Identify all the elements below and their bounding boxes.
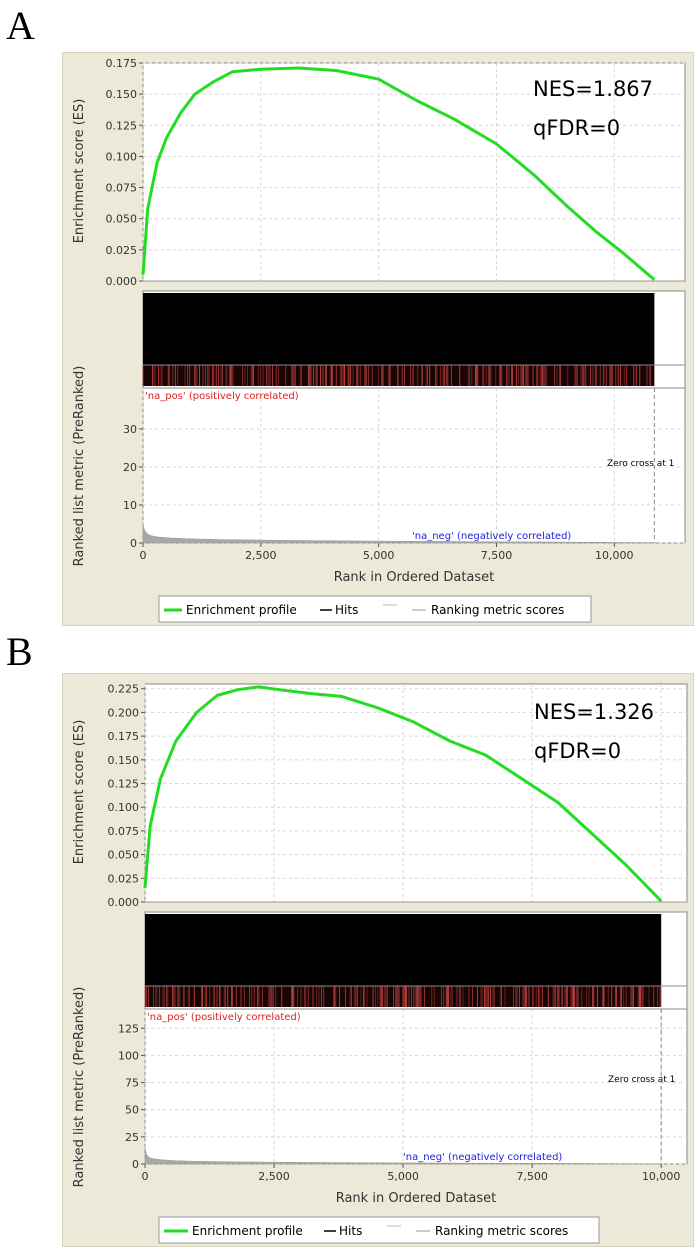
es-tick-label: 0.050 bbox=[108, 849, 140, 862]
x-tick-label: 10,000 bbox=[642, 1170, 681, 1183]
metric-plot-area bbox=[142, 387, 686, 544]
legend-enrichment-label: Enrichment profile bbox=[192, 1224, 303, 1238]
zero-cross-label: Zero cross at 1 bbox=[607, 459, 674, 469]
es-tick-label: 0.075 bbox=[108, 825, 140, 838]
gsea-chart-b: 0.000 0.025 0.050 0.075 0.100 0.125 0.150 0.175… bbox=[72, 683, 688, 1244]
es-axis-label: Enrichment score (ES) bbox=[72, 99, 87, 244]
x-axis-label: Rank in Ordered Dataset bbox=[334, 570, 495, 585]
x-tick-label: 7,500 bbox=[516, 1170, 548, 1183]
es-tick-label: 0.200 bbox=[108, 706, 140, 719]
legend: Enrichment profile Hits Ranking metric s… bbox=[158, 1216, 600, 1244]
x-tick-label: 5,000 bbox=[363, 549, 395, 562]
ranking-metric-area bbox=[142, 523, 655, 544]
es-tick-label: 0.225 bbox=[108, 683, 140, 696]
es-tick-label: 0.175 bbox=[108, 730, 140, 743]
metric-tick-label: 0 bbox=[132, 1158, 139, 1171]
correlation-strip bbox=[144, 986, 662, 1007]
metric-tick-label: 100 bbox=[118, 1049, 139, 1062]
hits-block bbox=[143, 293, 655, 365]
metric-plot-area bbox=[144, 1008, 688, 1165]
x-tick-label: 0 bbox=[142, 1170, 149, 1183]
legend: Enrichment profile Hits Ranking metric s… bbox=[158, 595, 592, 623]
legend-hits-label: Hits bbox=[339, 1224, 362, 1238]
negative-correlation-label: 'na_neg' (negatively correlated) bbox=[403, 1152, 562, 1163]
es-tick-label: 0.150 bbox=[108, 754, 140, 767]
es-plot-area bbox=[144, 683, 688, 903]
metric-tick-label: 75 bbox=[125, 1077, 139, 1090]
metric-tick-label: 0 bbox=[130, 537, 137, 550]
es-tick-label: 0.075 bbox=[106, 182, 138, 195]
es-tick-label: 0.150 bbox=[106, 88, 138, 101]
legend-enrichment-label: Enrichment profile bbox=[186, 603, 297, 617]
enrichment-profile-line bbox=[141, 66, 656, 281]
es-tick-label: 0.025 bbox=[106, 244, 138, 257]
metric-tick-label: 20 bbox=[123, 461, 137, 474]
es-tick-label: 0.000 bbox=[108, 896, 140, 909]
es-tick-label: 0.025 bbox=[108, 872, 140, 885]
nes-value: NES=1.326 bbox=[534, 700, 654, 724]
qfdr-value: qFDR=0 bbox=[533, 116, 620, 140]
es-tick-label: 0.000 bbox=[106, 275, 138, 288]
x-axis-label: Rank in Ordered Dataset bbox=[336, 1191, 497, 1206]
metric-tick-label: 30 bbox=[123, 423, 137, 436]
positive-correlation-label: 'na_pos' (positively correlated) bbox=[145, 391, 299, 402]
x-tick-label: 0 bbox=[140, 549, 147, 562]
legend-metric-label: Ranking metric scores bbox=[431, 603, 564, 617]
nes-value: NES=1.867 bbox=[533, 77, 653, 101]
x-tick-label: 10,000 bbox=[595, 549, 634, 562]
es-tick-label: 0.100 bbox=[108, 801, 140, 814]
x-tick-label: 2,500 bbox=[245, 549, 277, 562]
es-tick-label: 0.175 bbox=[106, 57, 138, 70]
zero-cross-label: Zero cross at 1 bbox=[608, 1075, 675, 1085]
es-tick-label: 0.125 bbox=[106, 119, 138, 132]
panel-letter-a: A bbox=[6, 3, 35, 48]
hits-block bbox=[145, 914, 662, 986]
es-tick-label: 0.050 bbox=[106, 213, 138, 226]
x-tick-label: 2,500 bbox=[258, 1170, 290, 1183]
positive-correlation-label: 'na_pos' (positively correlated) bbox=[147, 1012, 301, 1023]
x-tick-label: 7,500 bbox=[481, 549, 513, 562]
gsea-chart-a: 0.000 0.025 0.050 0.075 0.100 0.125 0.150 0.175… bbox=[72, 57, 686, 623]
panel-letter-b: B bbox=[6, 629, 33, 674]
gsea-panel-b: 0.000 0.025 0.050 0.075 0.100 0.125 0.150 0.175… bbox=[62, 673, 694, 1247]
ranking-metric-area bbox=[144, 1147, 662, 1165]
correlation-strip bbox=[142, 365, 655, 386]
metric-tick-label: 10 bbox=[123, 499, 137, 512]
es-tick-label: 0.100 bbox=[106, 150, 138, 163]
metric-tick-label: 25 bbox=[125, 1131, 139, 1144]
x-tick-label: 5,000 bbox=[387, 1170, 419, 1183]
enrichment-profile-line bbox=[143, 685, 663, 903]
metric-axis-label: Ranked list metric (PreRanked) bbox=[72, 366, 87, 567]
legend-metric-label: Ranking metric scores bbox=[435, 1224, 568, 1238]
negative-correlation-label: 'na_neg' (negatively correlated) bbox=[412, 531, 571, 542]
gsea-panel-a: 0.000 0.025 0.050 0.075 0.100 0.125 0.150 0.175… bbox=[62, 52, 694, 626]
legend-hits-label: Hits bbox=[335, 603, 358, 617]
metric-axis-label: Ranked list metric (PreRanked) bbox=[72, 987, 87, 1188]
metric-tick-label: 50 bbox=[125, 1104, 139, 1117]
metric-tick-label: 125 bbox=[118, 1022, 139, 1035]
es-tick-label: 0.125 bbox=[108, 778, 140, 791]
qfdr-value: qFDR=0 bbox=[534, 739, 621, 763]
es-axis-label: Enrichment score (ES) bbox=[72, 720, 87, 865]
